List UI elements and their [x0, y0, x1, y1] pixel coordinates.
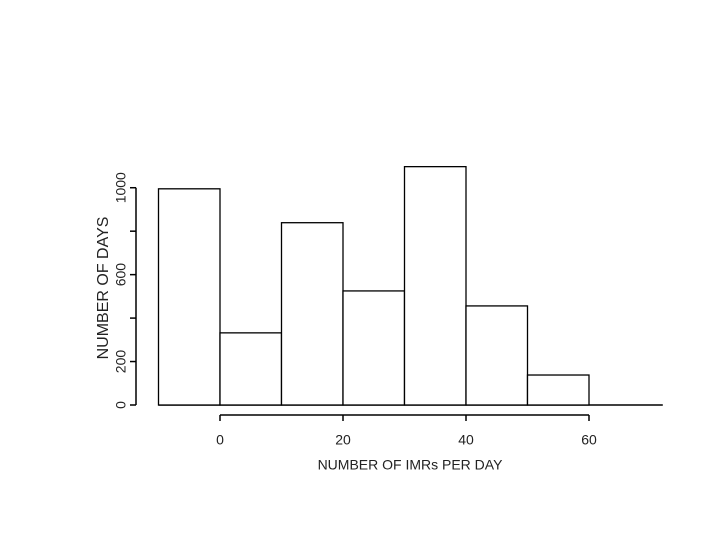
x-axis-label: NUMBER OF IMRs PER DAY	[318, 457, 504, 473]
histogram-bar	[280, 222, 344, 406]
y-tick-label: 200	[113, 350, 129, 374]
histogram-bar	[157, 188, 221, 406]
y-axis-label: NUMBER OF DAYS	[95, 217, 112, 360]
histogram-bar	[342, 290, 406, 406]
x-tick-label: 0	[216, 432, 224, 448]
y-tick-label: 0	[113, 401, 129, 409]
y-tick-label: 600	[113, 263, 129, 287]
x-tick-label: 60	[581, 432, 597, 448]
histogram-bar	[403, 166, 467, 406]
x-tick-label: 20	[335, 432, 351, 448]
histogram-bar	[219, 332, 283, 406]
x-tick-label: 40	[458, 432, 474, 448]
histogram-bar	[465, 305, 529, 406]
y-tick-label: 1000	[113, 172, 129, 203]
histogram-bar	[526, 374, 590, 406]
